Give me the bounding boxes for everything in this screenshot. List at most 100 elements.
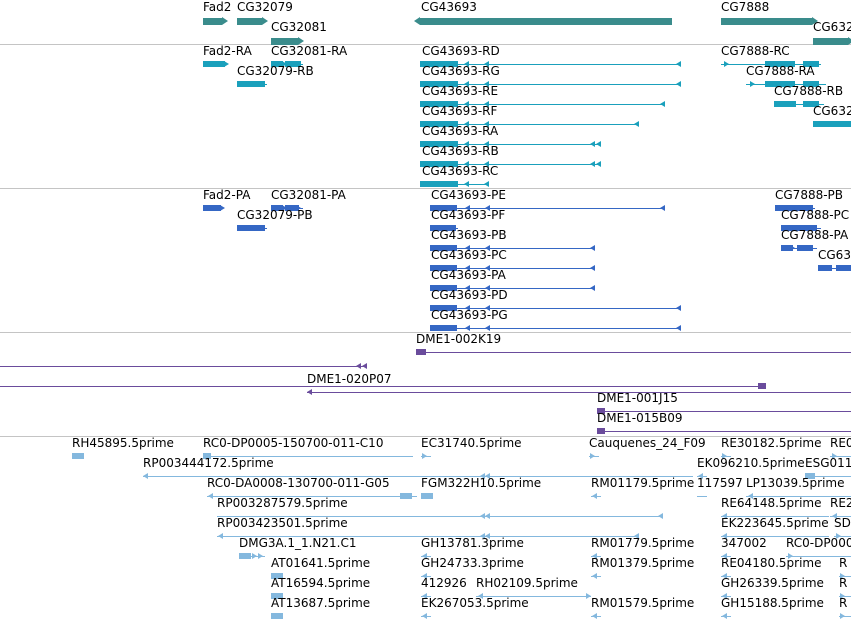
feature-label: DMG3A.1_1.N21.C1: [239, 536, 357, 550]
strand-reverse-icon: [464, 141, 469, 147]
feature-label: CG7888: [721, 0, 770, 14]
strand-reverse-icon: [485, 305, 490, 311]
strand-reverse-icon: [143, 473, 148, 479]
exon-block: [271, 573, 283, 579]
track-divider: [0, 188, 851, 189]
strand-reverse-icon: [676, 61, 681, 67]
feature-label: CG43693-RF: [422, 104, 498, 118]
strand-forward-icon: [812, 17, 818, 25]
feature-label: CG43693-RD: [422, 44, 500, 58]
gene-bar: [721, 18, 812, 25]
strand-forward-icon: [724, 61, 729, 67]
feature-line: [217, 536, 639, 537]
feature-label: CG43693-RC: [422, 164, 499, 178]
exon-block: [203, 61, 225, 67]
strand-forward-icon: [282, 61, 287, 67]
feature-label: RH45895.5prime: [72, 436, 174, 450]
strand-forward-icon: [204, 453, 209, 459]
strand-reverse-icon: [596, 141, 601, 147]
strand-reverse-icon: [485, 533, 490, 539]
feature-label: R: [839, 556, 848, 570]
feature-label: EC31740.5prime: [421, 436, 522, 450]
track-divider: [0, 436, 851, 437]
strand-forward-icon: [806, 205, 811, 211]
strand-forward-icon: [252, 553, 257, 559]
strand-reverse-icon: [434, 101, 439, 107]
feature-label: ESG011: [805, 456, 851, 470]
track-divider: [0, 332, 851, 333]
feature-label: GH13781.3prime: [421, 536, 524, 550]
strand-reverse-icon: [440, 225, 445, 231]
track-divider: [0, 44, 851, 45]
feature-label: RM01179.5prime: [591, 476, 695, 490]
feature-label: RE64148.5prime: [721, 496, 822, 510]
strand-forward-icon: [282, 205, 287, 211]
feature-label: AT16594.5prime: [271, 576, 371, 590]
strand-forward-icon: [750, 81, 755, 87]
feature-label: DME1-002K19: [416, 332, 502, 346]
feature-label: RC0-DP0005-150700-011-C10: [203, 436, 384, 450]
strand-reverse-icon: [440, 285, 445, 291]
feature-label: RC0-DA0008-130700-011-G05: [207, 476, 390, 490]
feature-label: RH02109.5prime: [476, 576, 578, 590]
strand-reverse-icon: [356, 363, 361, 369]
feature-line: [786, 556, 851, 557]
exon-block: [443, 101, 458, 107]
strand-reverse-icon: [414, 17, 420, 25]
strand-reverse-icon: [480, 533, 485, 539]
feature-label: RM01579.5prime: [591, 596, 695, 610]
feature-label: CG632: [813, 104, 851, 118]
strand-reverse-icon: [307, 389, 312, 395]
strand-forward-icon: [722, 453, 727, 459]
feature-label: CG7888-RA: [746, 64, 815, 78]
strand-forward-icon: [598, 408, 603, 414]
feature-label: CG43693-PB: [431, 228, 507, 242]
strand-forward-icon: [780, 61, 785, 67]
strand-forward-icon: [760, 383, 765, 389]
feature-label: CG43693-PG: [431, 308, 508, 322]
strand-reverse-icon: [480, 473, 485, 479]
strand-forward-icon: [812, 101, 817, 107]
feature-line: [203, 456, 413, 457]
feature-label: AT13687.5prime: [271, 596, 371, 610]
feature-line: [0, 386, 766, 387]
strand-reverse-icon: [478, 593, 483, 599]
strand-reverse-icon: [465, 245, 470, 251]
strand-reverse-icon: [440, 205, 445, 211]
exon-block: [774, 101, 796, 107]
feature-line: [420, 64, 680, 65]
feature-line: [430, 208, 664, 209]
strand-forward-icon: [788, 101, 793, 107]
feature-label: 347002: [721, 536, 767, 550]
strand-forward-icon: [806, 245, 811, 251]
feature-label: R: [839, 596, 848, 610]
strand-reverse-icon: [464, 101, 469, 107]
strand-reverse-icon: [434, 81, 439, 87]
feature-line: [839, 596, 851, 597]
exon-block: [445, 205, 457, 211]
strand-reverse-icon: [484, 61, 489, 67]
feature-label: RP003423501.5prime: [217, 516, 348, 530]
feature-line: [430, 308, 680, 309]
feature-line: [476, 596, 591, 597]
strand-reverse-icon: [592, 613, 597, 619]
exon-block: [803, 61, 819, 67]
feature-label: EK267053.5prime: [421, 596, 529, 610]
feature-line: [830, 456, 851, 457]
strand-reverse-icon: [590, 265, 595, 271]
feature-line: [430, 328, 680, 329]
strand-reverse-icon: [484, 101, 489, 107]
strand-forward-icon: [798, 205, 803, 211]
strand-reverse-icon: [464, 181, 469, 187]
exon-block: [271, 613, 283, 619]
strand-reverse-icon: [808, 473, 813, 479]
feature-line: [818, 268, 851, 269]
strand-reverse-icon: [465, 205, 470, 211]
gene-bar: [237, 18, 262, 25]
strand-reverse-icon: [422, 553, 427, 559]
strand-reverse-icon: [676, 305, 681, 311]
feature-label: CG43693-RB: [422, 144, 499, 158]
exon-block: [445, 285, 457, 291]
feature-label: GH26339.5prime: [721, 576, 824, 590]
strand-reverse-icon: [592, 573, 597, 579]
